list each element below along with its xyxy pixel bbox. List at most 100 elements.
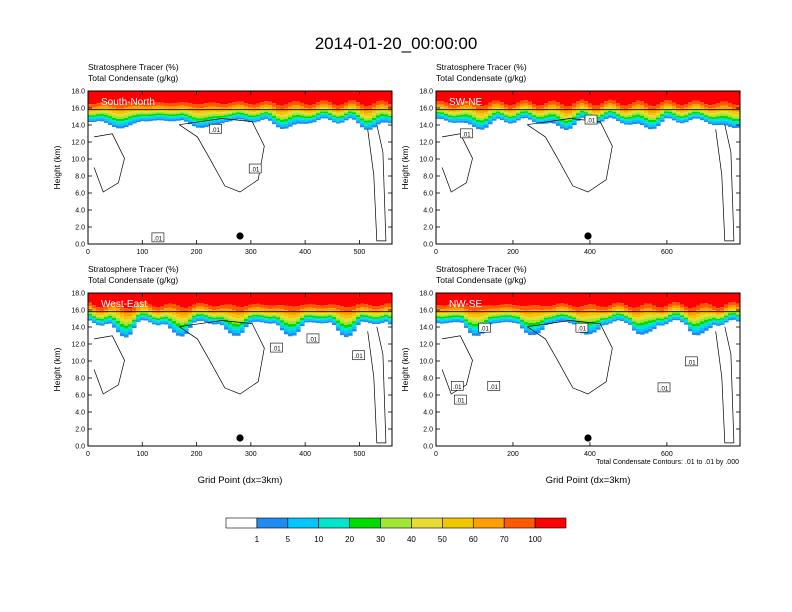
shading-cell [356,91,361,103]
shading-cell [556,314,561,317]
panel-subtitle: Total Condensate (g/kg) [88,73,178,83]
shading-cell [196,91,201,105]
shading-cell [248,317,253,320]
shading-cell [324,106,329,109]
shading-cell [292,306,297,312]
contour-label: .01 [456,399,465,405]
shading-cell [288,112,293,115]
shading-cell [92,314,97,317]
shading-cell [168,116,173,118]
shading-cell [112,122,117,125]
shading-cell [320,106,325,109]
shading-cell [660,110,665,113]
shading-cell [648,320,653,324]
shading-cell [568,305,573,309]
shading-cell [472,320,477,324]
shading-cell [640,115,645,119]
shading-cell [656,323,661,326]
shading-cell [284,104,289,109]
shading-cell [128,102,133,107]
shading-cell [280,119,285,123]
contour-line [179,118,265,193]
shading-cell [156,105,161,109]
shading-cell [572,118,577,121]
contour-label-box [306,333,320,344]
shading-cell [360,125,365,128]
shading-cell [140,106,145,110]
x-tick-label: 0 [86,249,90,256]
shading-cell [316,312,321,315]
shading-cell [556,116,561,119]
shading-cell [460,314,465,316]
shading-cell [484,118,489,122]
x-tick-label: 600 [661,249,673,256]
shading-cell [536,293,541,306]
shading-cell [244,119,249,121]
shading-cell [596,121,601,124]
shading-cell [464,120,469,123]
shading-cell [724,111,729,114]
shading-cell [220,107,225,111]
shading-cell [232,91,237,103]
shading-cell [272,91,277,104]
shading-cell [640,120,645,123]
shading-cell [160,115,165,117]
shading-cell [600,320,605,322]
shading-cell [540,122,545,124]
shading-cell [216,322,221,325]
colorbar-swatch [503,517,536,529]
shading-cell [260,307,265,311]
x-axis-label: Grid Point (dx=3km) [546,475,631,486]
shading-cell [472,103,477,108]
shading-cell [288,106,293,111]
shading-cell [512,112,517,115]
shading-cell [684,323,689,325]
shading-cell [228,327,233,331]
shading-cell [252,117,257,119]
shading-cell [92,91,97,105]
shading-cell [132,102,137,107]
shading-cell [592,293,597,305]
shading-cell [240,91,245,102]
shading-cell [480,319,485,323]
shading-cell [536,109,541,112]
shading-cell [308,320,313,323]
shading-cell [148,313,153,316]
shading-cell [688,308,693,313]
shading-cell [292,317,297,321]
contour-label: .01 [660,386,669,392]
panel-south-north: Stratosphere Tracer (%)Total Condensate … [52,62,393,256]
tracer-shading [436,91,740,131]
shading-cell [272,318,277,320]
shading-cell [652,91,657,107]
shading-cell [672,293,677,303]
shading-cell [348,114,353,117]
shading-cell [596,115,601,117]
shading-cell [480,117,485,121]
shading-cell [664,103,669,107]
shading-cell [108,312,113,315]
shading-cell [260,320,265,323]
shading-cell [528,317,533,320]
shading-cell [688,326,693,330]
shading-cell [536,115,541,117]
shading-cell [452,315,457,318]
shading-cell [228,91,233,104]
shading-cell [132,117,137,120]
shading-cell [100,320,105,323]
shading-cell [280,112,285,116]
shading-cell [440,104,445,108]
shading-cell [536,118,541,121]
shading-cell [680,113,685,115]
shading-cell [100,317,105,319]
shading-cell [592,309,597,313]
shading-cell [456,91,461,105]
shading-cell [608,314,613,317]
shading-cell [500,312,505,314]
shading-cell [192,314,197,316]
shading-cell [280,327,285,331]
shading-cell [444,313,449,315]
shading-cell [340,119,345,121]
shading-cell [436,293,441,306]
shading-cell [192,320,197,323]
